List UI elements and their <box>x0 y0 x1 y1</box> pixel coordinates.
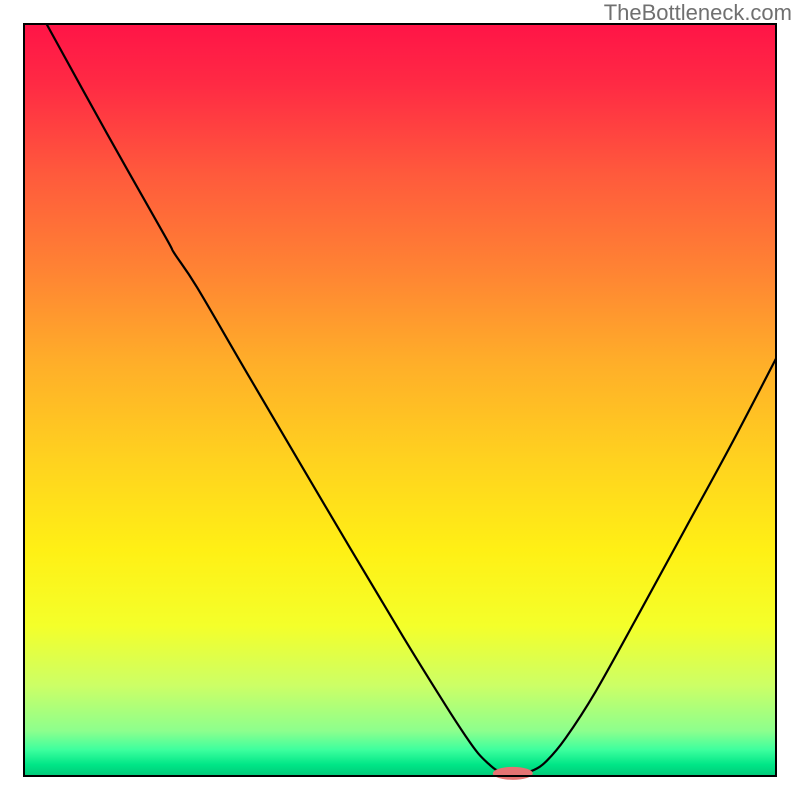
watermark-label: TheBottleneck.com <box>604 0 792 26</box>
plot-gradient-background <box>24 24 776 776</box>
chart-container: TheBottleneck.com <box>0 0 800 800</box>
bottleneck-chart <box>0 0 800 800</box>
optimal-marker <box>493 767 533 780</box>
